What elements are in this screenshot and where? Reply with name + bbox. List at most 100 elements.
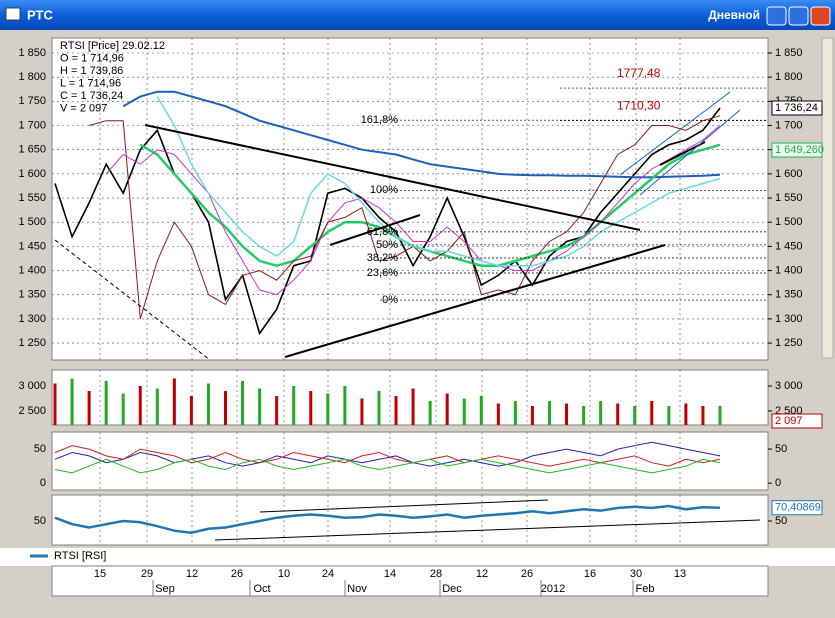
- x-tick-label: 16: [584, 568, 596, 580]
- value-badge: [771, 413, 823, 429]
- y-tick-label-left: 1 650: [18, 144, 46, 156]
- trend-line: [329, 214, 421, 246]
- volume-bar: [462, 398, 466, 425]
- trend-line: [284, 244, 666, 358]
- trend-line: [144, 124, 641, 231]
- volume-bar: [718, 406, 722, 425]
- x-tick-label: 14: [384, 568, 396, 580]
- x-tick-label: 24: [322, 568, 334, 580]
- volume-bar: [667, 406, 671, 425]
- info-line: C = 1 736,24: [60, 90, 123, 102]
- series-line: [156, 96, 721, 267]
- value-badge-label: 1 736,24: [775, 102, 818, 114]
- close-button[interactable]: [810, 6, 831, 26]
- y-tick-label-right: 0: [775, 477, 781, 489]
- volume-bar: [701, 406, 705, 425]
- volume-bar: [326, 393, 330, 425]
- volume-bar: [530, 406, 534, 425]
- volume-bar: [343, 386, 347, 425]
- y-tick-label-left: 1 550: [18, 192, 46, 204]
- series-line: [54, 504, 721, 534]
- y-tick-label-right: 1 700: [775, 119, 803, 131]
- info-line: V = 2 097: [60, 102, 107, 114]
- volume-bar: [275, 396, 279, 425]
- y-tick-label-right: 1 450: [775, 240, 803, 252]
- x-tick-label: 15: [94, 568, 106, 580]
- volume-bar: [70, 378, 74, 425]
- level-label: 61,8%: [367, 226, 398, 238]
- legend-strip: [0, 548, 835, 566]
- volume-bar: [547, 401, 551, 425]
- y-tick-label-right: 1 500: [775, 216, 803, 228]
- value-badge-label: 2 097: [775, 415, 803, 427]
- series-line: [54, 458, 721, 474]
- y-tick-label-left: 50: [34, 515, 46, 527]
- volume-bar: [292, 386, 296, 425]
- x-tick-label: 13: [674, 568, 686, 580]
- channel-line: [619, 91, 731, 176]
- x-month-label: Dec: [442, 583, 462, 595]
- volume-bar: [513, 401, 517, 425]
- x-month-label: Oct: [253, 583, 270, 595]
- maximize-button[interactable]: [788, 6, 809, 26]
- series-line: [88, 115, 721, 320]
- scrollbar[interactable]: [821, 37, 834, 359]
- volume-bar: [258, 388, 262, 425]
- y-tick-label-right: 1 250: [775, 337, 803, 349]
- y-tick-label-left: 1 500: [18, 216, 46, 228]
- y-tick-label-left: 0: [40, 477, 46, 489]
- legend-label: RTSI [RSI]: [54, 550, 106, 562]
- info-line: L = 1 714,96: [60, 77, 121, 89]
- y-tick-label-left: 50: [34, 443, 46, 455]
- volume-bar: [121, 393, 125, 425]
- volume-bar: [189, 396, 193, 425]
- x-month-label: Feb: [636, 583, 655, 595]
- x-tick-label: 12: [186, 568, 198, 580]
- y-tick-label-left: 1 400: [18, 264, 46, 276]
- level-label: 1777,48: [617, 66, 661, 80]
- y-tick-label-left: 1 850: [18, 47, 46, 59]
- rsi-panel: [51, 494, 769, 546]
- info-line: O = 1 714,96: [60, 52, 124, 64]
- volume-bar: [684, 403, 688, 425]
- volume-bar: [650, 401, 654, 425]
- volume-bar: [599, 401, 603, 425]
- y-tick-label-left: 1 750: [18, 95, 46, 107]
- value-badge: [771, 142, 823, 158]
- value-badge-label: 70,40869: [775, 502, 821, 514]
- y-tick-label-left: 1 250: [18, 337, 46, 349]
- y-tick-label-left: 1 350: [18, 289, 46, 301]
- level-label: 23,6%: [367, 267, 398, 279]
- app-icon: [5, 7, 21, 21]
- minimize-button[interactable]: [766, 6, 787, 26]
- y-tick-label-left: 1 450: [18, 240, 46, 252]
- volume-bar: [479, 396, 483, 425]
- y-tick-label-right: 1 800: [775, 71, 803, 83]
- value-badge: [771, 100, 823, 116]
- volume-bar: [172, 378, 176, 425]
- y-tick-label-right: 1 400: [775, 264, 803, 276]
- volume-bar: [445, 393, 449, 425]
- y-tick-label-right: 1 600: [775, 168, 803, 180]
- volume-panel: [51, 369, 769, 426]
- level-label: 0%: [382, 294, 398, 306]
- y-tick-label-left: 2 500: [18, 405, 46, 417]
- y-tick-label-right: 1 850: [775, 47, 803, 59]
- volume-bar: [309, 391, 313, 425]
- y-tick-label-left: 1 800: [18, 71, 46, 83]
- y-tick-label-left: 3 000: [18, 380, 46, 392]
- y-tick-label-right: 50: [775, 443, 787, 455]
- rsi-trend-line: [214, 519, 761, 541]
- y-tick-label-left: 1 600: [18, 168, 46, 180]
- date-axis: [51, 565, 769, 597]
- x-tick-label: 29: [141, 568, 153, 580]
- x-tick-label: 12: [476, 568, 488, 580]
- y-tick-label-left: 1 700: [18, 119, 46, 131]
- y-tick-label-right: 50: [775, 515, 787, 527]
- x-month-label: Nov: [347, 583, 367, 595]
- volume-bar: [633, 406, 637, 425]
- x-month-label: Sep: [155, 583, 175, 595]
- y-tick-label-right: 1 300: [775, 313, 803, 325]
- volume-bar: [104, 381, 108, 425]
- level-label: 100%: [370, 184, 398, 196]
